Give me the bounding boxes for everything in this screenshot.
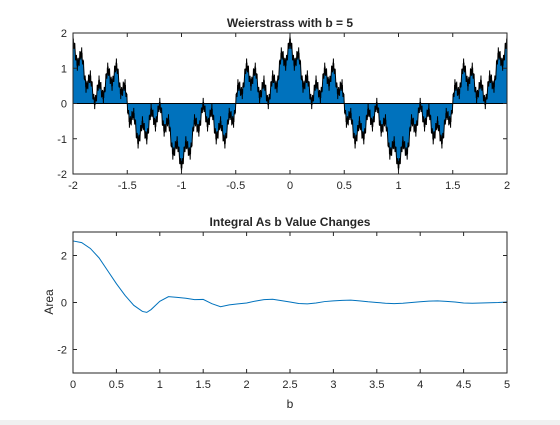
integral-x-tick-label: 3.5 bbox=[369, 379, 384, 391]
integral-ticks: 0 0.5 1 1.5 2 2.5 3 3.5 4 4.5 5 -2 0 2 bbox=[57, 232, 510, 391]
weierstrass-x-tick-label: 2 bbox=[504, 180, 510, 192]
weierstrass-x-tick-label: -1.5 bbox=[118, 180, 137, 192]
weierstrass-x-tick-label: 0.5 bbox=[337, 180, 352, 192]
integral-x-label: b bbox=[287, 397, 294, 411]
weierstrass-plot-area bbox=[72, 34, 508, 173]
weierstrass-x-tick-label: 1.5 bbox=[445, 180, 460, 192]
weierstrass-x-tick-label: 0 bbox=[287, 180, 293, 192]
weierstrass-ticks: -2 -1.5 -1 -0.5 0 0.5 1 1.5 2 -2 -1 0 1 2 bbox=[57, 28, 510, 192]
integral-x-tick-label: 2.5 bbox=[282, 379, 297, 391]
weierstrass-axes: Weierstrass with b = 5 -2 -1.5 -1 -0.5 0 0.5 1… bbox=[57, 16, 510, 192]
weierstrass-title: Weierstrass with b = 5 bbox=[227, 16, 353, 30]
weierstrass-axes-box bbox=[72, 32, 508, 175]
integral-x-tick-label: 5 bbox=[504, 379, 510, 391]
weierstrass-x-tick-label: -0.5 bbox=[226, 180, 245, 192]
weierstrass-x-tick-label: -1 bbox=[177, 180, 187, 192]
integral-x-tick-label: 4 bbox=[417, 379, 423, 391]
weierstrass-y-tick-label: -2 bbox=[57, 169, 67, 181]
integral-title: Integral As b Value Changes bbox=[210, 215, 371, 229]
weierstrass-y-tick-label: 1 bbox=[61, 63, 67, 75]
integral-x-tick-label: 0.5 bbox=[109, 379, 124, 391]
weierstrass-y-tick-label: 0 bbox=[61, 99, 67, 111]
integral-x-tick-label: 3 bbox=[330, 379, 336, 391]
weierstrass-x-tick-label: -2 bbox=[68, 180, 78, 192]
integral-x-tick-label: 4.5 bbox=[456, 379, 471, 391]
integral-y-tick-label: 2 bbox=[61, 251, 67, 263]
integral-y-label: Area bbox=[42, 289, 56, 315]
integral-axes-box bbox=[72, 231, 508, 374]
integral-x-tick-label: 0 bbox=[70, 379, 76, 391]
integral-axes: Integral As b Value Changes 0 0.5 1 1.5 2 2.5… bbox=[42, 215, 510, 411]
weierstrass-x-tick-label: 1 bbox=[395, 180, 401, 192]
integral-x-tick-label: 2 bbox=[244, 379, 250, 391]
integral-y-tick-label: 0 bbox=[61, 298, 67, 310]
integral-x-tick-label: 1 bbox=[157, 379, 163, 391]
integral-x-tick-label: 1.5 bbox=[196, 379, 211, 391]
integral-plot-area bbox=[72, 240, 508, 313]
weierstrass-y-tick-label: -1 bbox=[57, 134, 67, 146]
integral-series-line bbox=[72, 240, 508, 313]
integral-y-tick-label: -2 bbox=[57, 345, 67, 357]
weierstrass-y-tick-label: 2 bbox=[61, 28, 67, 40]
